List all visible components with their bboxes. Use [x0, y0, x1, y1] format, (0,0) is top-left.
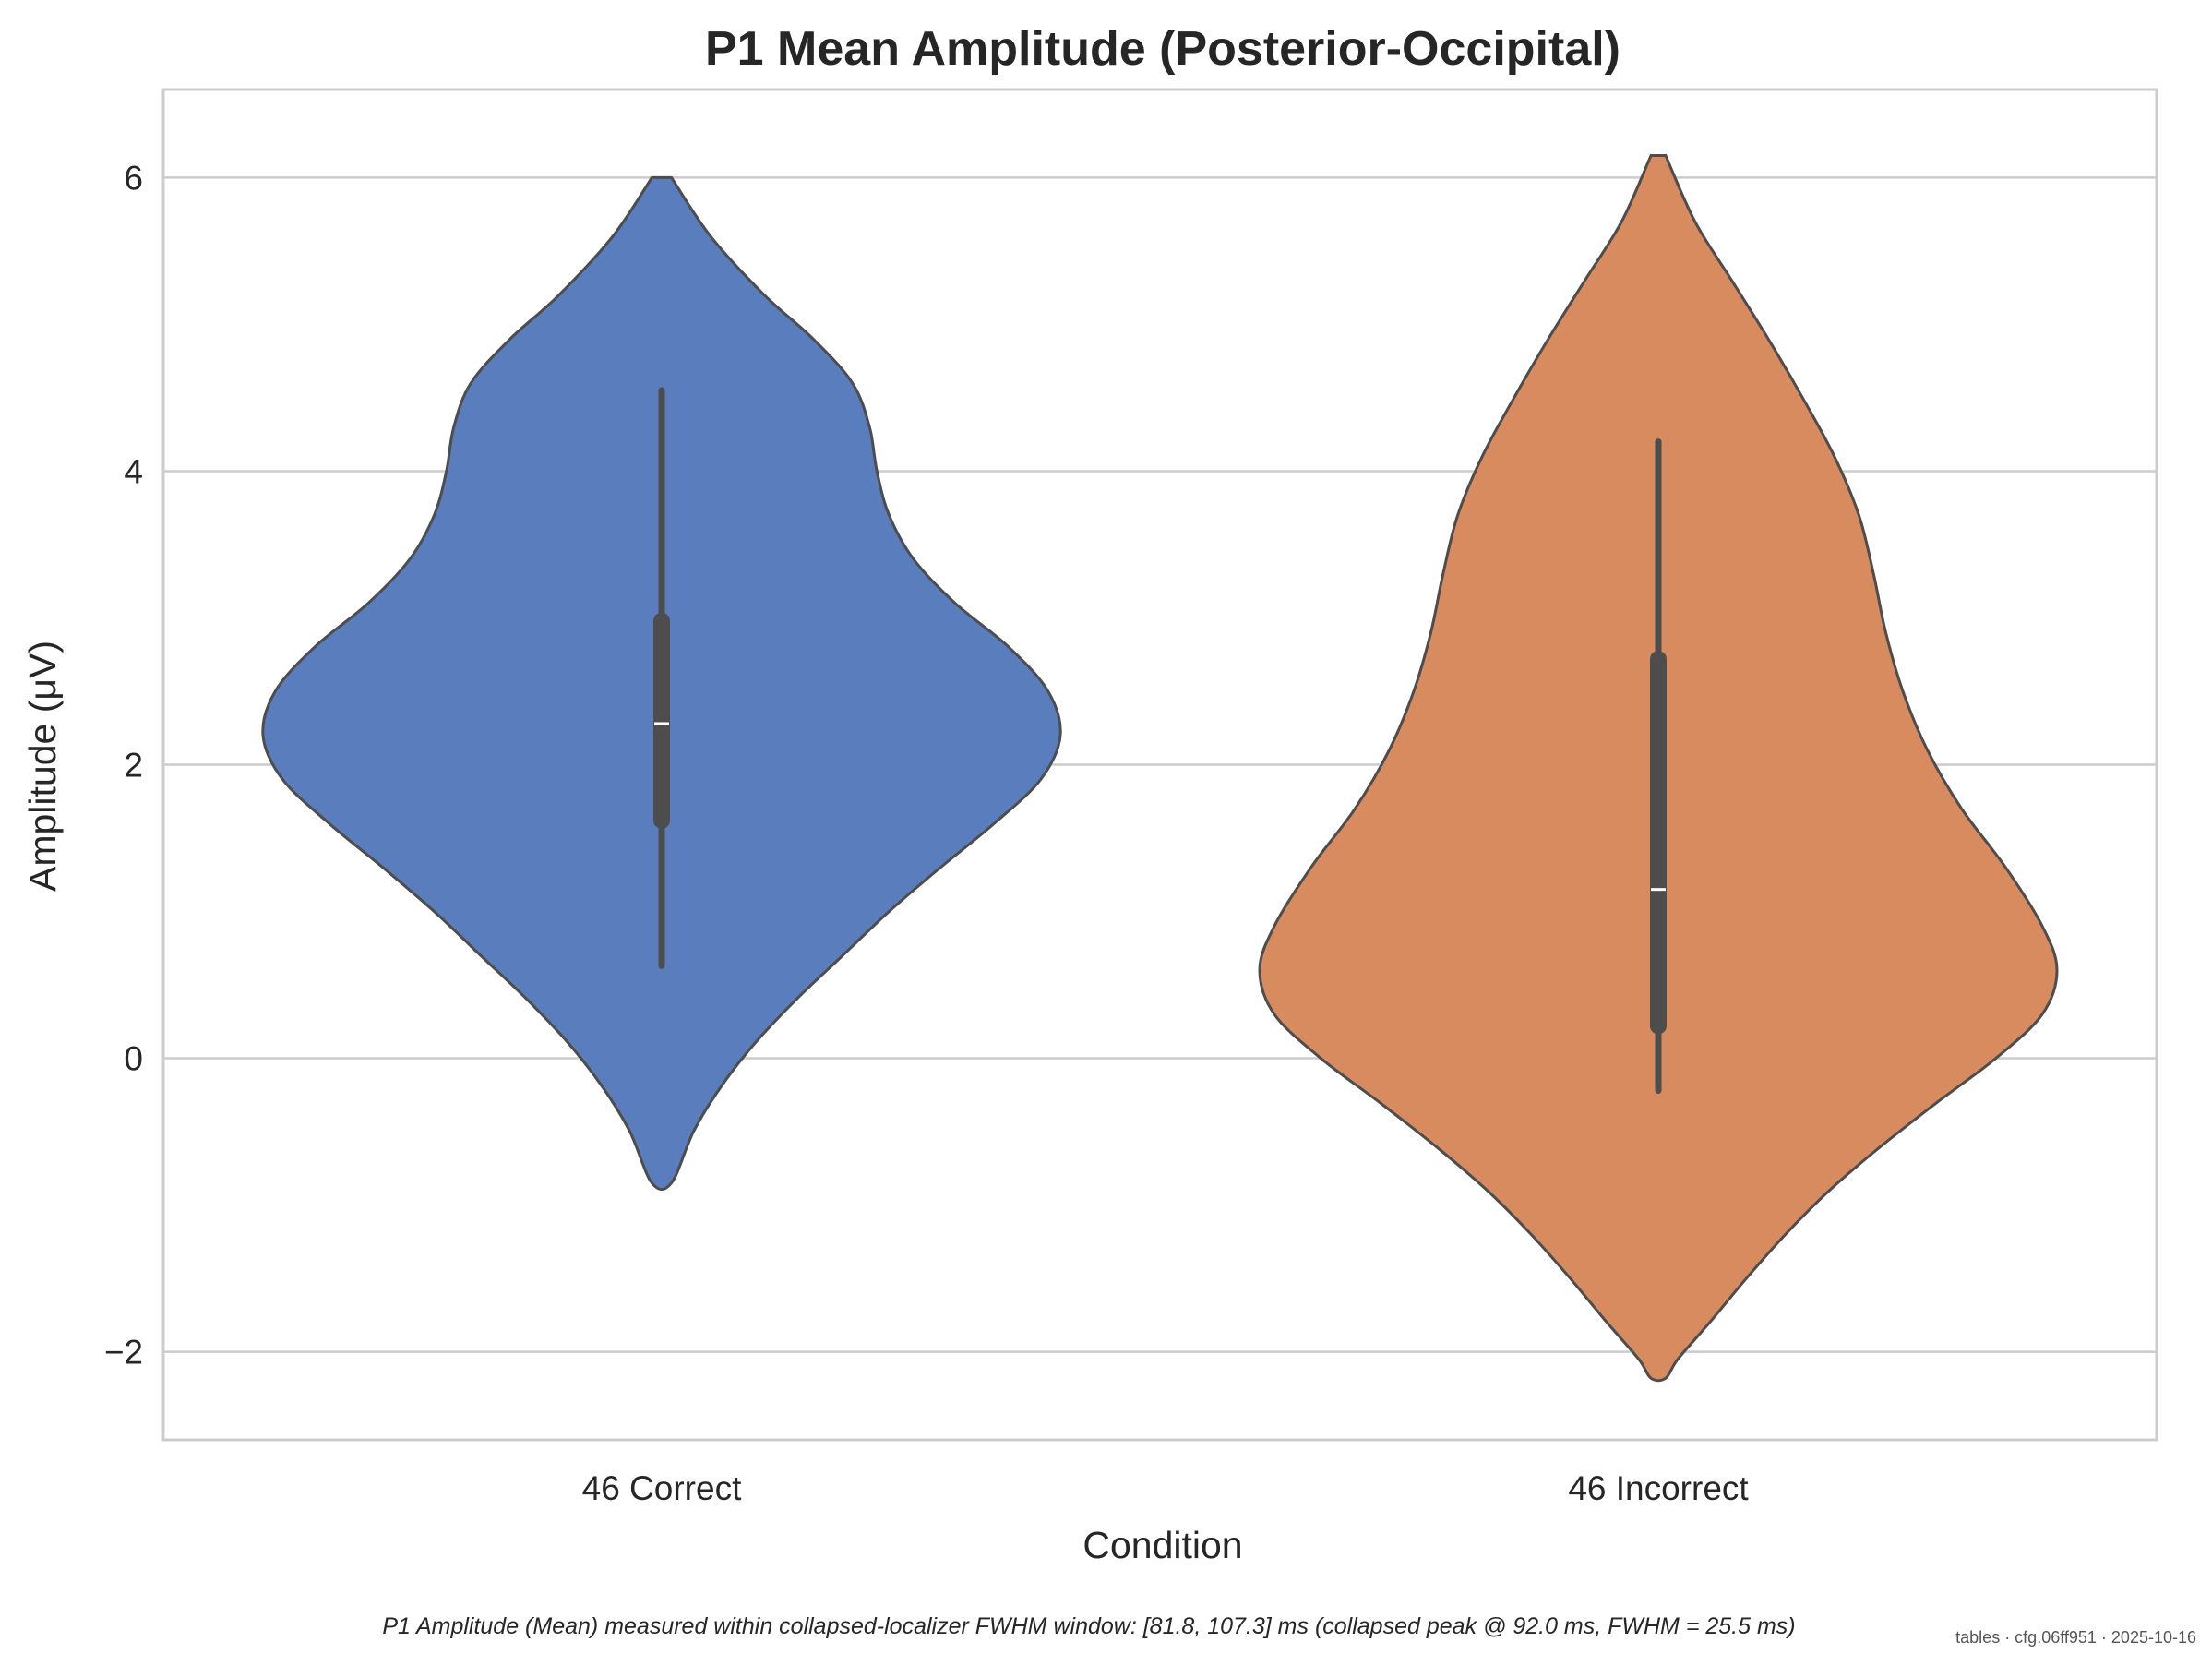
y-tick-label: 0 — [124, 1040, 143, 1078]
x-tick-label: 46 Incorrect — [1568, 1469, 1749, 1507]
violins — [261, 154, 2059, 1383]
y-tick-label: −2 — [104, 1334, 143, 1372]
x-axis-label: Condition — [1082, 1524, 1242, 1566]
x-tick-label: 46 Correct — [582, 1469, 742, 1507]
y-tick-label: 2 — [124, 747, 143, 785]
build-stamp: tables · cfg.06ff951 · 2025-10-16 — [1955, 1628, 2196, 1647]
x-tick-labels: 46 Correct 46 Incorrect — [582, 1469, 1750, 1507]
y-tick-label: 6 — [124, 159, 143, 197]
chart-title: P1 Mean Amplitude (Posterior-Occipital) — [705, 22, 1620, 76]
violin-group — [1258, 154, 2059, 1383]
violin-group — [261, 175, 1062, 1192]
y-tick-label: 4 — [124, 452, 143, 490]
y-axis-label: Amplitude (μV) — [21, 641, 64, 892]
chart-caption: P1 Amplitude (Mean) measured within coll… — [382, 1613, 1795, 1639]
plot-frame — [161, 88, 2158, 1442]
y-tick-labels: −2 0 2 4 6 — [104, 159, 143, 1371]
